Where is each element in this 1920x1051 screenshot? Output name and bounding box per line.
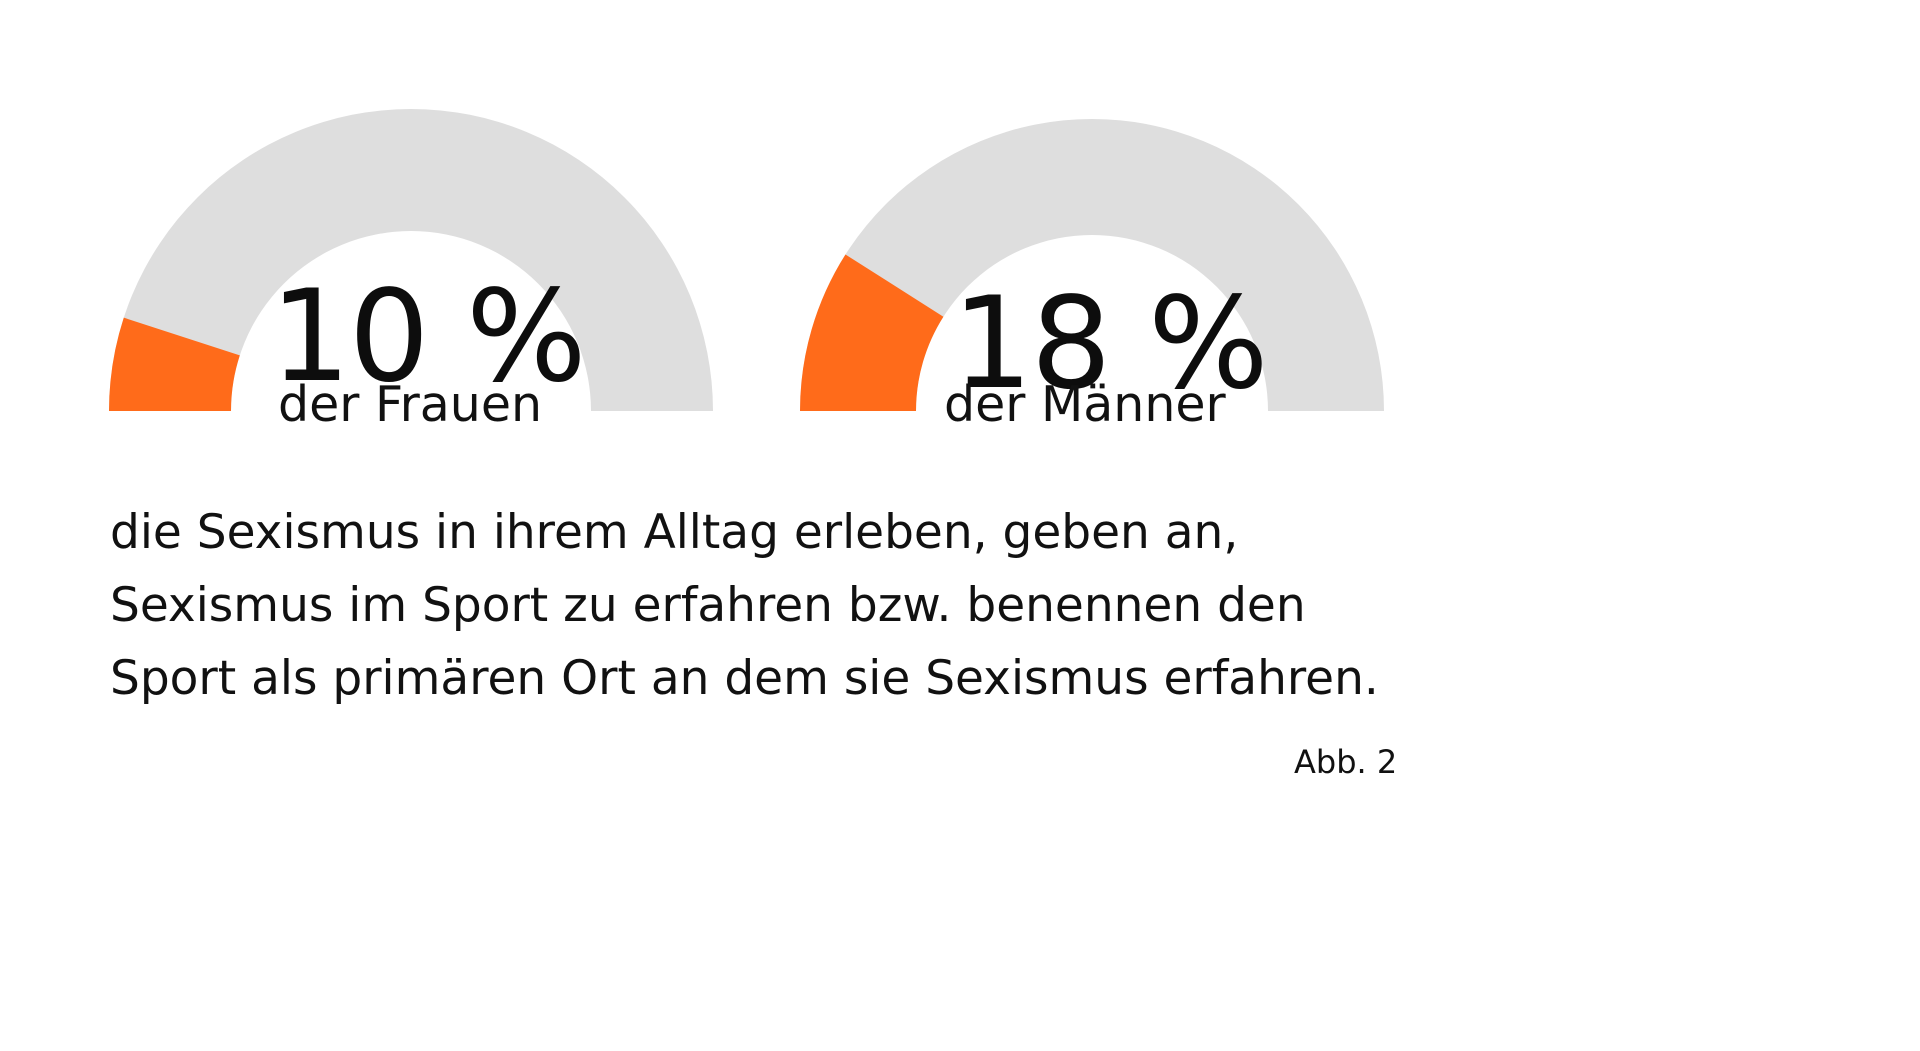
gauge-women-fill [109,317,240,411]
gauge-women-caption: der Frauen [278,376,543,433]
description-line: Sport als primären Ort an dem sie Sexism… [110,651,1379,706]
gauge-men-track [800,119,1384,411]
gauge-women [109,109,713,411]
gauge-men [800,119,1384,411]
gauge-men-fill [800,254,944,411]
gauge-men-caption: der Männer [944,376,1226,433]
description-line: die Sexismus in ihrem Alltag erleben, ge… [110,505,1239,560]
gauge-women-value: 10 % [270,262,587,410]
description-text: die Sexismus in ihrem Alltag erleben, ge… [110,496,1450,715]
description-line: Sexismus im Sport zu erfahren bzw. benen… [110,578,1306,633]
gauge-men-value: 18 % [952,269,1269,417]
gauge-women-track [109,109,713,411]
figure-label: Abb. 2 [1294,743,1398,781]
